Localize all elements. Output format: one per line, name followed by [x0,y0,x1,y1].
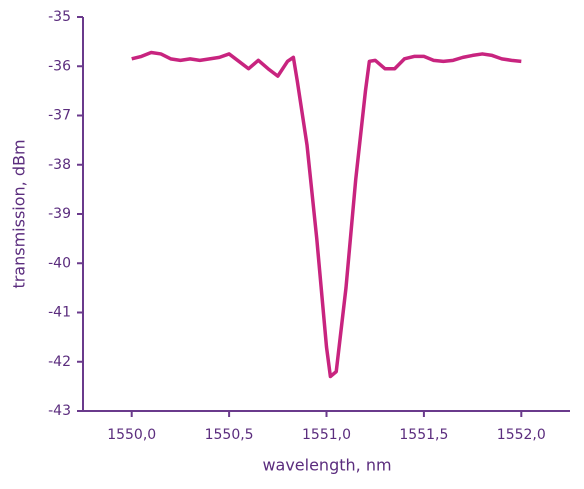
x-tick-label: 1550,5 [205,427,254,443]
y-tick-label: -37 [48,108,71,124]
x-tick-label: 1551,0 [302,427,351,443]
y-tick-label: -39 [48,206,71,222]
x-tick-label: 1550,0 [107,427,156,443]
y-tick-label: -42 [48,354,71,370]
x-tick-label: 1551,5 [399,427,448,443]
y-tick-label: -41 [48,305,71,321]
x-axis-title: wavelength, nm [262,456,391,475]
y-tick-label: -38 [48,157,71,173]
y-tick-label: -36 [48,58,71,74]
y-tick-label: -35 [48,9,71,25]
y-axis-title: transmission, dBm [10,139,29,288]
y-tick-label: -40 [48,255,71,271]
data-line [131,50,522,379]
x-tick-label: 1552,0 [497,427,546,443]
y-tick-label: -43 [48,403,71,419]
